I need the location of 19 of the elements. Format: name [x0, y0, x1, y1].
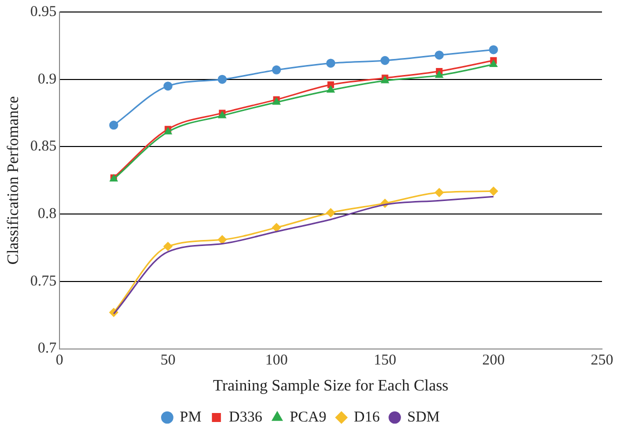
y-tick-label: 0.95	[30, 4, 56, 20]
legend-label: SDM	[407, 409, 440, 426]
legend-label: PCA9	[290, 409, 326, 426]
legend-label: PM	[180, 409, 202, 426]
x-tick-label: 150	[374, 352, 396, 369]
legend-label: D336	[228, 409, 263, 426]
x-tick-label: 200	[482, 352, 505, 369]
y-tick-label: 0.7	[38, 340, 57, 357]
y-tick-label: 0.85	[30, 138, 56, 155]
y-axis-title: Classification Perfomance	[4, 96, 22, 265]
y-tick-label: 0.8	[38, 206, 56, 222]
x-tick-label: 50	[160, 352, 176, 369]
legend-label: D16	[354, 409, 380, 426]
x-axis-title: Training Sample Size for Each Class	[213, 378, 448, 395]
x-tick-label: 250	[590, 352, 614, 369]
x-tick-label: 100	[265, 352, 288, 369]
y-tick-label: 0.9	[38, 71, 56, 88]
y-tick-label: 0.75	[30, 273, 56, 290]
x-tick-label: 0	[56, 352, 64, 369]
